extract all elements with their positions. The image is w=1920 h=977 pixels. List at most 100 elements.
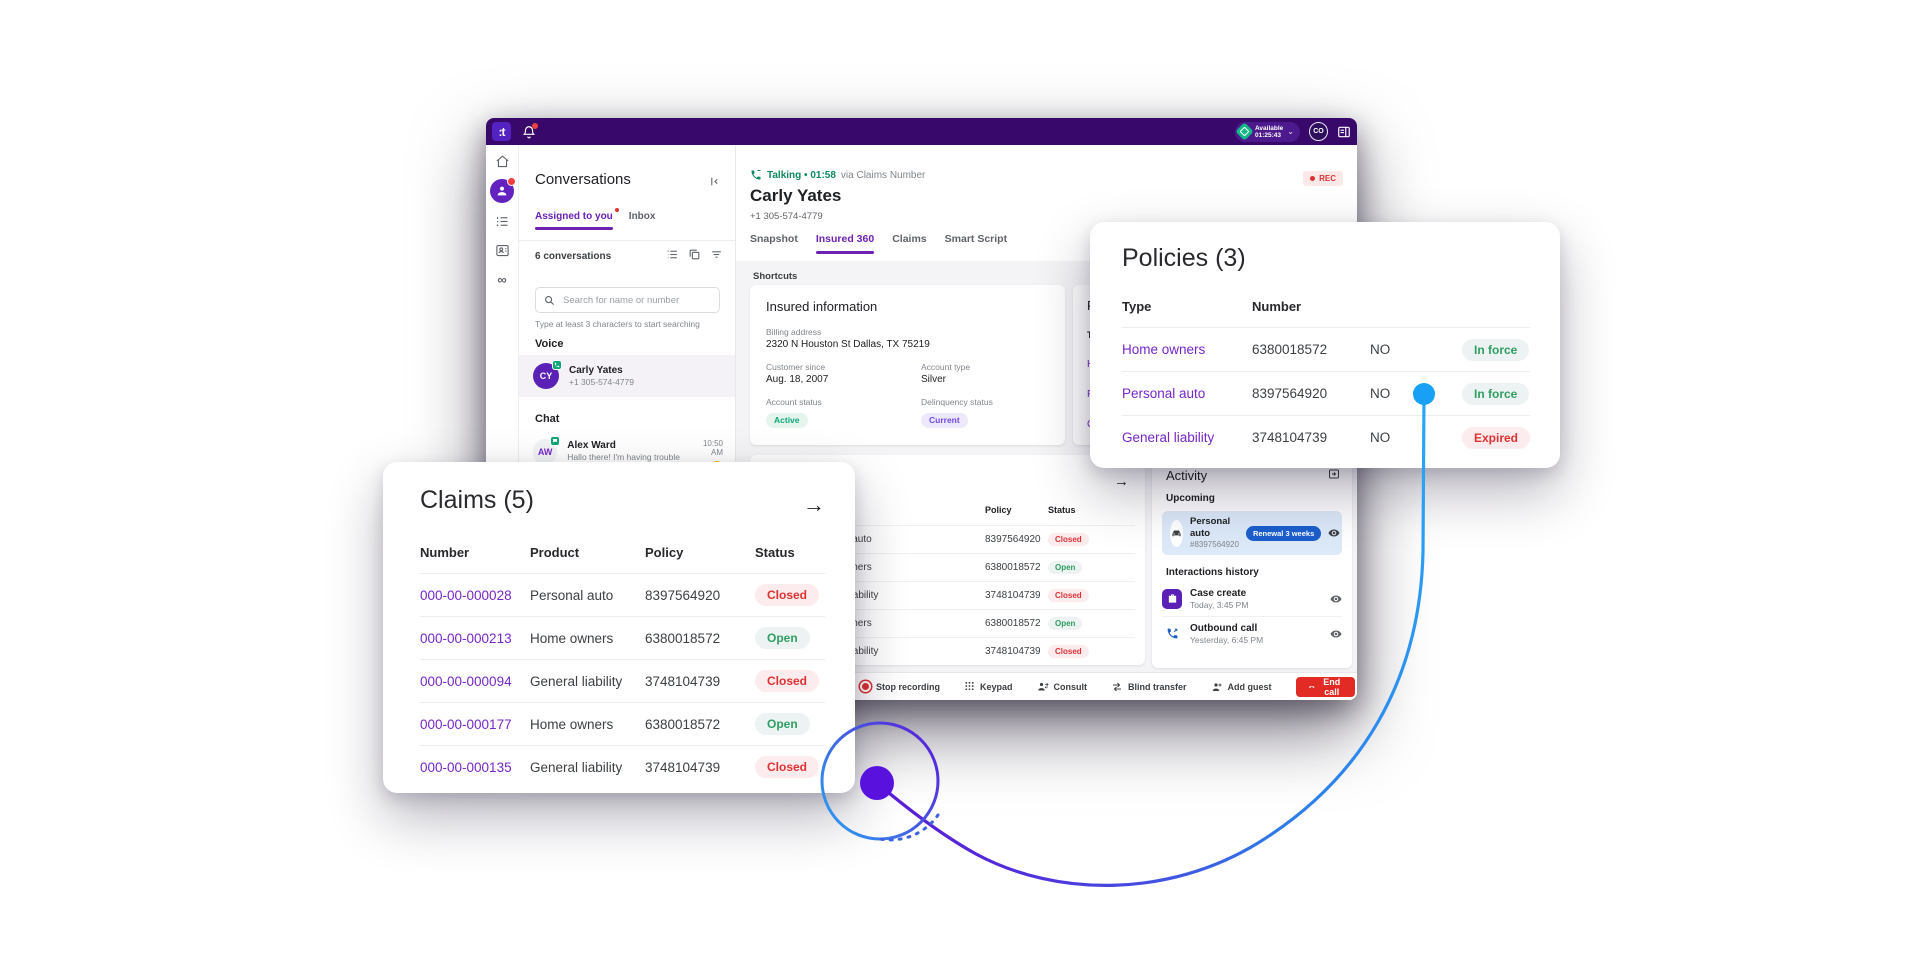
available-status-icon <box>1235 122 1254 141</box>
claim-row[interactable]: 000-00-000177 Home owners 6380018572 Open <box>420 702 825 745</box>
view-icon[interactable] <box>1330 593 1342 605</box>
account-type-label: Account type <box>921 362 971 372</box>
divider <box>1162 616 1342 617</box>
tab-inbox[interactable]: Inbox <box>628 211 656 222</box>
claim-row[interactable]: 000-00-000028 Personal auto 8397564920 Cl… <box>420 573 825 616</box>
collapse-panel-icon[interactable] <box>708 175 721 193</box>
claim-number-link[interactable]: 000-00-000213 <box>420 630 512 646</box>
upcoming-policy-number: #8397564920 <box>1190 540 1239 549</box>
voice-conversation-item[interactable]: CY Carly Yates +1 305-574-4779 <box>519 355 735 397</box>
purple-dot <box>860 766 894 800</box>
chevron-down-icon: ⌄ <box>1287 127 1294 136</box>
keypad-button[interactable]: Keypad <box>964 681 1013 692</box>
tab-insured-360[interactable]: Insured 360 <box>815 233 875 254</box>
call-state: Talking <box>767 169 802 181</box>
status-badge: In force <box>1462 338 1530 361</box>
avatar: CY <box>533 360 562 389</box>
claim-number-link[interactable]: 000-00-000135 <box>420 759 512 775</box>
upcoming-label: Upcoming <box>1166 493 1215 504</box>
assigned-alert-dot <box>614 208 619 212</box>
policy-type-link[interactable]: Home owners <box>1122 342 1206 357</box>
end-call-button[interactable]: End call <box>1295 676 1355 697</box>
tab-assigned-to-you[interactable]: Assigned to you <box>535 208 619 230</box>
open-activity-icon[interactable] <box>1328 467 1340 485</box>
add-guest-button[interactable]: Add guest <box>1211 681 1272 693</box>
avatar: AW <box>533 436 561 465</box>
queue-list-icon[interactable] <box>494 213 510 229</box>
number-header: Number <box>1252 299 1302 314</box>
stop-recording-button[interactable]: Stop recording <box>860 681 940 692</box>
claim-row[interactable]: 000-00-000213 Home owners 6380018572 Open <box>420 616 825 659</box>
home-icon[interactable] <box>494 153 510 169</box>
notifications-bell-icon[interactable] <box>522 122 538 139</box>
billing-address-value: 2320 N Houston St Dallas, TX 75219 <box>766 339 930 350</box>
search-hint: Type at least 3 characters to start sear… <box>535 319 700 329</box>
app-topbar: :t Available 01:25:43 ⌄ CO <box>486 118 1357 145</box>
history-time: Yesterday, 6:45 PM <box>1190 634 1264 645</box>
duplicate-icon[interactable] <box>688 248 701 266</box>
call-via: via Claims Number <box>840 169 926 181</box>
history-item[interactable]: Outbound call Yesterday, 6:45 PM <box>1162 618 1342 649</box>
upcoming-title: Personal auto <box>1190 516 1231 539</box>
claim-number-link[interactable]: 000-00-000094 <box>420 673 512 689</box>
shortcuts-label[interactable]: Shortcuts <box>753 271 798 282</box>
rec-dot-icon <box>1310 176 1316 181</box>
status-badge: Closed <box>1048 589 1089 602</box>
policies-overlay-title: Policies (3) <box>1122 244 1246 272</box>
talkdesk-logo[interactable]: :t <box>492 122 511 141</box>
policy-row[interactable]: Home owners 6380018572 NO In force <box>1122 327 1530 371</box>
tab-claims[interactable]: Claims <box>892 233 927 245</box>
claim-number-link[interactable]: 000-00-000177 <box>420 716 512 732</box>
contact-name: Carly Yates <box>569 365 623 376</box>
chat-section-header: Chat <box>535 413 560 425</box>
upcoming-item[interactable]: Personal auto #8397564920 Renewal 3 week… <box>1162 511 1342 555</box>
account-status-label: Account status <box>766 397 822 407</box>
sort-icon[interactable] <box>666 248 679 266</box>
view-icon[interactable] <box>1330 628 1342 640</box>
history-time: Today, 3:45 PM <box>1190 599 1249 610</box>
panel-toggle-icon[interactable] <box>1337 125 1351 139</box>
outbound-call-icon <box>1162 623 1182 644</box>
open-claims-arrow-icon[interactable]: → <box>803 492 825 517</box>
agent-status-pill[interactable]: Available 01:25:43 ⌄ <box>1234 121 1300 142</box>
chat-time: 10:50 AM <box>702 439 723 457</box>
blind-transfer-button[interactable]: Blind transfer <box>1111 681 1187 693</box>
rec-label: REC <box>1319 174 1336 183</box>
search-input[interactable] <box>561 293 711 307</box>
policy-type-link[interactable]: Personal auto <box>1122 386 1206 401</box>
open-claims-arrow-icon[interactable]: → <box>1114 473 1129 490</box>
case-icon <box>1162 588 1182 609</box>
claim-row[interactable]: 000-00-000135 General liability 374810473… <box>420 745 825 788</box>
filter-icon[interactable] <box>710 248 723 266</box>
status-badge: Expired <box>1462 426 1531 449</box>
claim-number-link[interactable]: 000-00-000028 <box>420 587 512 603</box>
view-icon[interactable] <box>1328 527 1340 539</box>
tab-snapshot[interactable]: Snapshot <box>750 233 798 245</box>
insured-information-card: Insured information Billing address 2320… <box>750 285 1065 445</box>
policy-type-link[interactable]: General liability <box>1122 430 1215 445</box>
conversations-nav-icon[interactable] <box>490 177 516 203</box>
contacts-icon[interactable] <box>494 242 510 258</box>
policy-row[interactable]: General liability 3748104739 NO Expired <box>1122 415 1531 459</box>
history-item[interactable]: Case create Today, 3:45 PM <box>1162 583 1342 614</box>
divider <box>519 240 735 241</box>
customer-since-value: Aug. 18, 2007 <box>766 374 829 385</box>
highlight-dot <box>1413 383 1435 405</box>
recordings-icon[interactable]: ∞ <box>497 271 507 287</box>
renewal-badge: Renewal 3 weeks <box>1245 525 1322 541</box>
account-status-badge: Active <box>766 412 808 428</box>
user-avatar[interactable]: CO <box>1309 122 1328 141</box>
delinquency-status-label: Delinquency status <box>921 397 993 407</box>
policy-row[interactable]: Personal auto 8397564920 NO In force <box>1122 371 1530 415</box>
status-timer: 01:25:43 <box>1254 131 1282 139</box>
tab-smart-script[interactable]: Smart Script <box>944 233 1008 245</box>
claim-row[interactable]: 000-00-000094 General liability 374810473… <box>420 659 825 702</box>
customer-name: Carly Yates <box>750 186 842 205</box>
consult-button[interactable]: Consult <box>1037 681 1087 693</box>
number-header: Number <box>420 545 470 560</box>
